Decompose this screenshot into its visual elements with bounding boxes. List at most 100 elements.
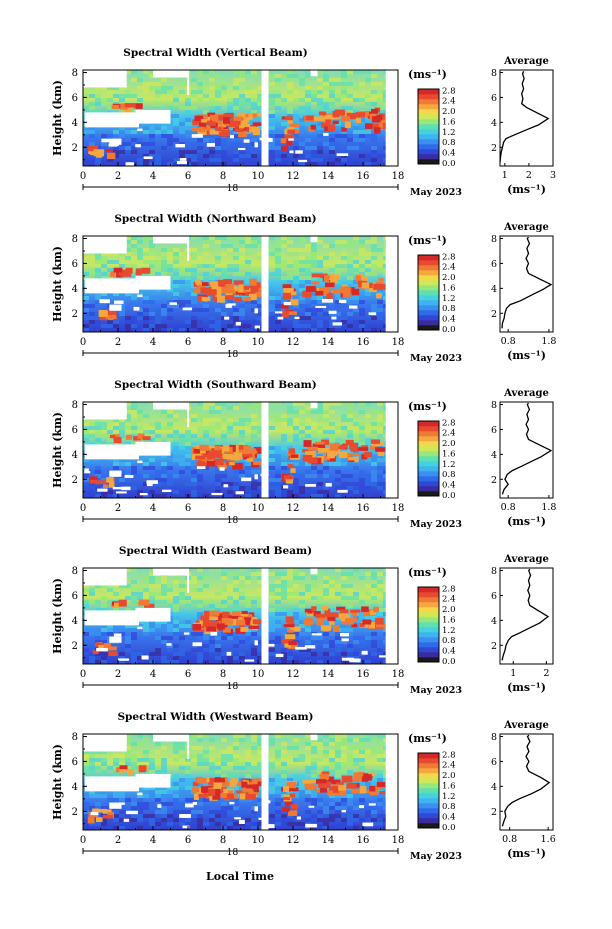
heatmap-cell	[233, 142, 239, 146]
heatmap-cell	[221, 146, 227, 150]
heatmap-cell	[149, 126, 155, 130]
heatmap-cell	[225, 289, 235, 294]
heatmap-cell	[239, 422, 245, 426]
heatmap-cell	[89, 652, 95, 656]
heatmap-cell	[281, 114, 287, 118]
heatmap-cell	[377, 612, 383, 616]
heatmap-cell	[305, 154, 311, 158]
heatmap-cell	[317, 478, 323, 482]
heatmap-cell	[311, 652, 317, 656]
heatmap-cell	[239, 125, 245, 129]
heatmap-cell	[329, 462, 335, 466]
heatmap-cell	[239, 248, 245, 252]
heatmap-cell	[335, 300, 341, 304]
heatmap-cell	[269, 320, 275, 324]
heatmap-cell	[155, 770, 161, 774]
nodata-patch	[133, 306, 140, 311]
heatmap-cell	[305, 304, 311, 308]
heatmap-cell	[215, 758, 221, 762]
heatmap-cell	[209, 78, 215, 82]
heatmap-cell	[359, 324, 365, 328]
heatmap-cell	[317, 608, 323, 612]
heatmap-cell	[107, 600, 113, 604]
heatmap-cell	[223, 793, 235, 800]
heatmap-cell	[305, 74, 311, 78]
heatmap-cell	[341, 818, 347, 822]
heatmap-cell	[185, 786, 191, 790]
heatmap-cell	[155, 648, 161, 652]
heatmap-cell	[89, 256, 95, 260]
profile-xtick-label: 1	[502, 170, 508, 181]
heatmap-cell	[377, 288, 383, 292]
heatmap-cell	[281, 466, 287, 470]
heatmap-cell	[215, 272, 221, 276]
heatmap-cell	[197, 762, 203, 766]
heatmap-cell	[287, 418, 293, 422]
heatmap-cell	[173, 806, 179, 810]
heatmap-cell	[359, 636, 365, 640]
heatmap-cell	[348, 457, 359, 461]
heatmap-cell	[257, 624, 263, 628]
nodata-patch	[289, 150, 294, 154]
heatmap-cell	[251, 644, 257, 648]
nodata-patch	[328, 310, 337, 314]
nodata-patch	[166, 643, 172, 646]
heatmap-cell	[173, 652, 179, 656]
nodata-patch	[349, 658, 361, 663]
nodata-patch	[310, 568, 318, 575]
heatmap-cell	[275, 600, 281, 604]
heatmap-cell	[149, 256, 155, 260]
heatmap-cell	[167, 252, 173, 256]
heatmap-cell	[245, 766, 251, 770]
heatmap-cell	[251, 422, 257, 426]
heatmap-cell	[347, 284, 353, 288]
heatmap-cell	[95, 292, 101, 296]
heatmap-cell	[203, 280, 209, 284]
heatmap-cell	[125, 762, 131, 766]
heatmap-cell	[351, 611, 358, 617]
heatmap-cell	[89, 304, 95, 308]
heatmap-cell	[101, 86, 107, 90]
heatmap-cell	[149, 130, 155, 134]
heatmap-cell	[83, 462, 89, 466]
heatmap-cell	[149, 576, 155, 580]
heatmap-cell	[305, 734, 311, 738]
colorbar-frame	[417, 254, 440, 331]
heatmap-cell	[353, 138, 359, 142]
heatmap-cell	[353, 320, 359, 324]
heatmap-cell	[113, 130, 119, 134]
colorbar-tick-label: 0.8	[442, 138, 456, 148]
heatmap-cell	[161, 798, 167, 802]
heatmap-cell	[293, 754, 299, 758]
heatmap-cell	[323, 82, 329, 86]
heatmap-cell	[245, 86, 251, 90]
heatmap-cell	[209, 264, 215, 268]
heatmap-cell	[167, 786, 173, 790]
heatmap-cell	[113, 272, 119, 276]
heatmap-cell	[185, 296, 191, 300]
heatmap-cell	[125, 640, 131, 644]
xtick-label: 12	[287, 669, 300, 680]
nodata-patch	[169, 302, 177, 305]
colorbar-tick-label: 1.6	[442, 283, 456, 293]
heatmap-cell	[335, 798, 341, 802]
heatmap-cell	[107, 110, 113, 114]
heatmap-cell	[305, 272, 311, 276]
heatmap-cell	[347, 588, 353, 592]
heatmap-cell	[347, 406, 353, 410]
heatmap-cell	[311, 422, 317, 426]
heatmap-cell	[149, 596, 155, 600]
heatmap-cell	[371, 308, 377, 312]
heatmap-cell	[209, 738, 215, 742]
heatmap-cell	[275, 74, 281, 78]
heatmap-cell	[335, 82, 341, 86]
heatmap-cell	[213, 452, 224, 458]
heatmap-cell	[89, 434, 95, 438]
heatmap-cell	[239, 78, 245, 82]
heatmap-cell	[344, 452, 352, 458]
heatmap-cell	[143, 146, 149, 150]
heatmap-cell	[167, 810, 173, 814]
heatmap-cell	[275, 754, 281, 758]
heatmap-cell	[365, 328, 371, 332]
heatmap-cell	[155, 268, 161, 272]
